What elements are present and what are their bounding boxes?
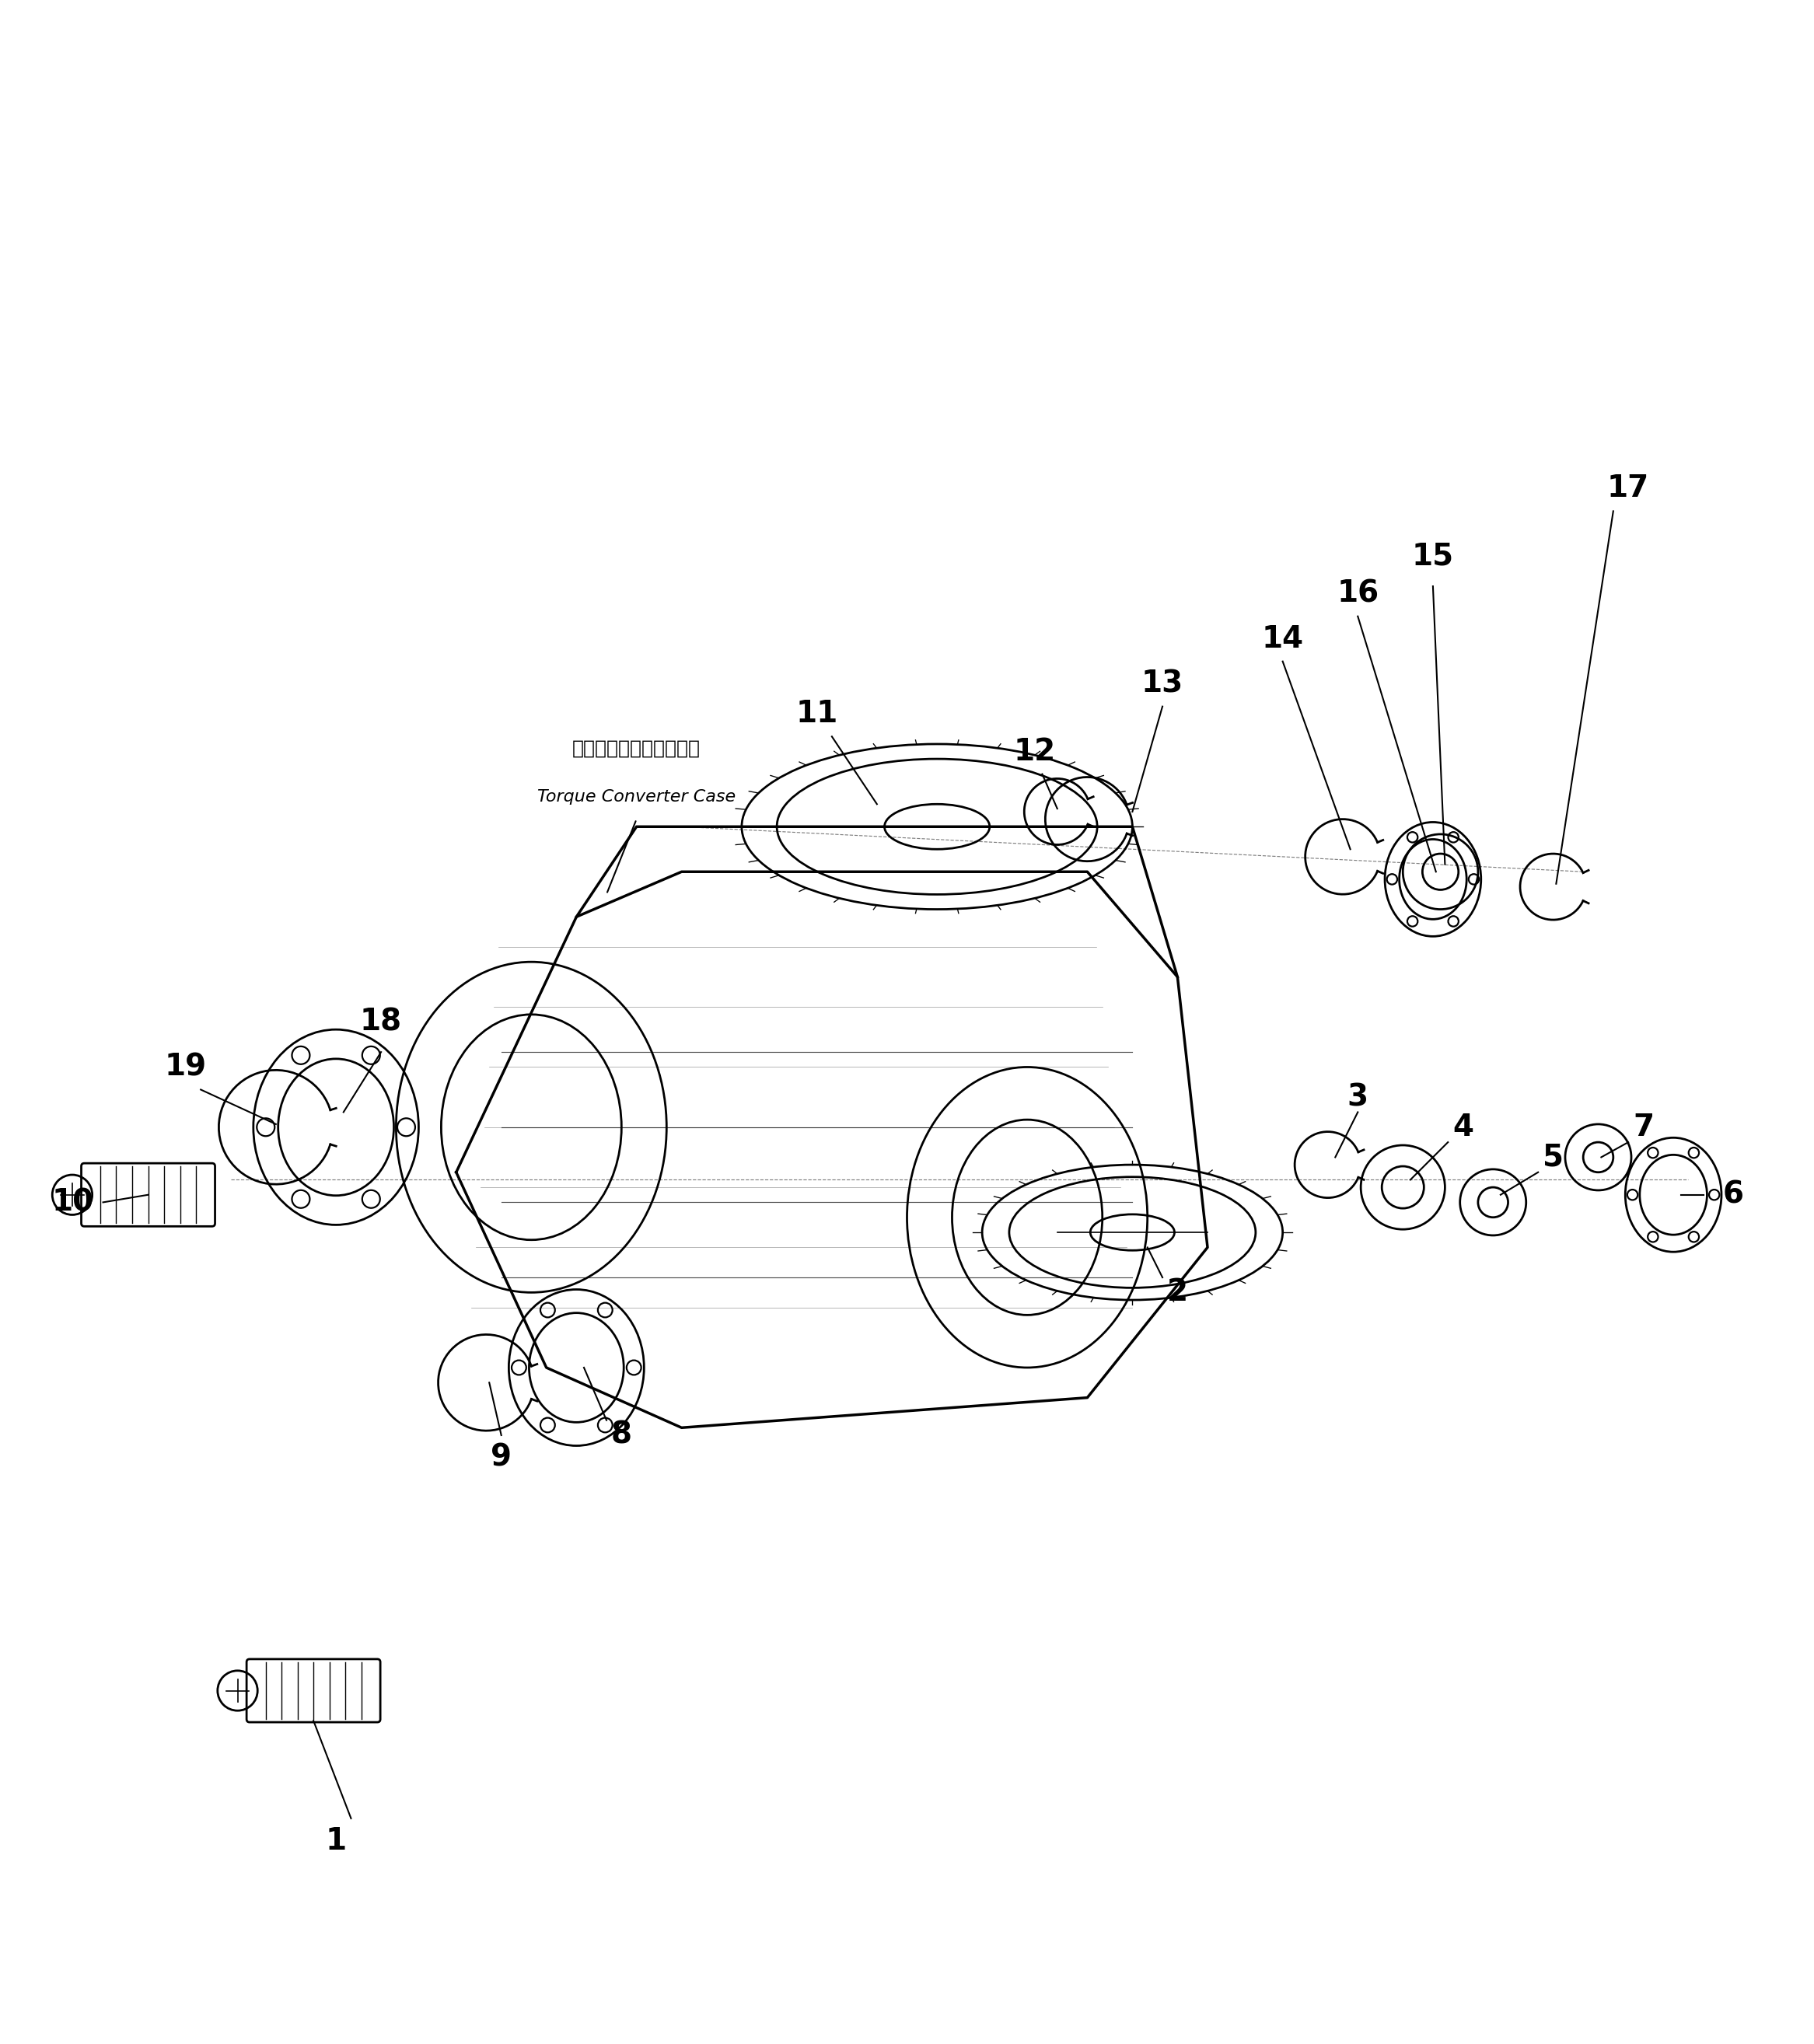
Text: 16: 16 bbox=[1337, 578, 1379, 609]
Text: 12: 12 bbox=[1014, 736, 1056, 766]
Text: 6: 6 bbox=[1723, 1179, 1743, 1210]
Text: 9: 9 bbox=[492, 1443, 512, 1472]
Text: 10: 10 bbox=[53, 1188, 94, 1216]
Text: トルクコンバータケース: トルクコンバータケース bbox=[573, 740, 700, 758]
Text: Torque Converter Case: Torque Converter Case bbox=[537, 789, 736, 805]
Text: 15: 15 bbox=[1411, 542, 1455, 570]
Text: 11: 11 bbox=[796, 699, 838, 730]
Text: 8: 8 bbox=[611, 1421, 631, 1449]
Text: 14: 14 bbox=[1261, 623, 1304, 654]
Text: 13: 13 bbox=[1141, 668, 1183, 699]
Text: 7: 7 bbox=[1633, 1112, 1654, 1143]
Text: 3: 3 bbox=[1348, 1083, 1368, 1112]
Text: 17: 17 bbox=[1607, 474, 1649, 503]
Text: 4: 4 bbox=[1453, 1112, 1473, 1143]
Text: 2: 2 bbox=[1166, 1278, 1188, 1308]
Text: 1: 1 bbox=[325, 1825, 346, 1856]
Text: 19: 19 bbox=[165, 1053, 207, 1081]
Text: 18: 18 bbox=[359, 1008, 403, 1036]
Text: 5: 5 bbox=[1542, 1143, 1564, 1171]
